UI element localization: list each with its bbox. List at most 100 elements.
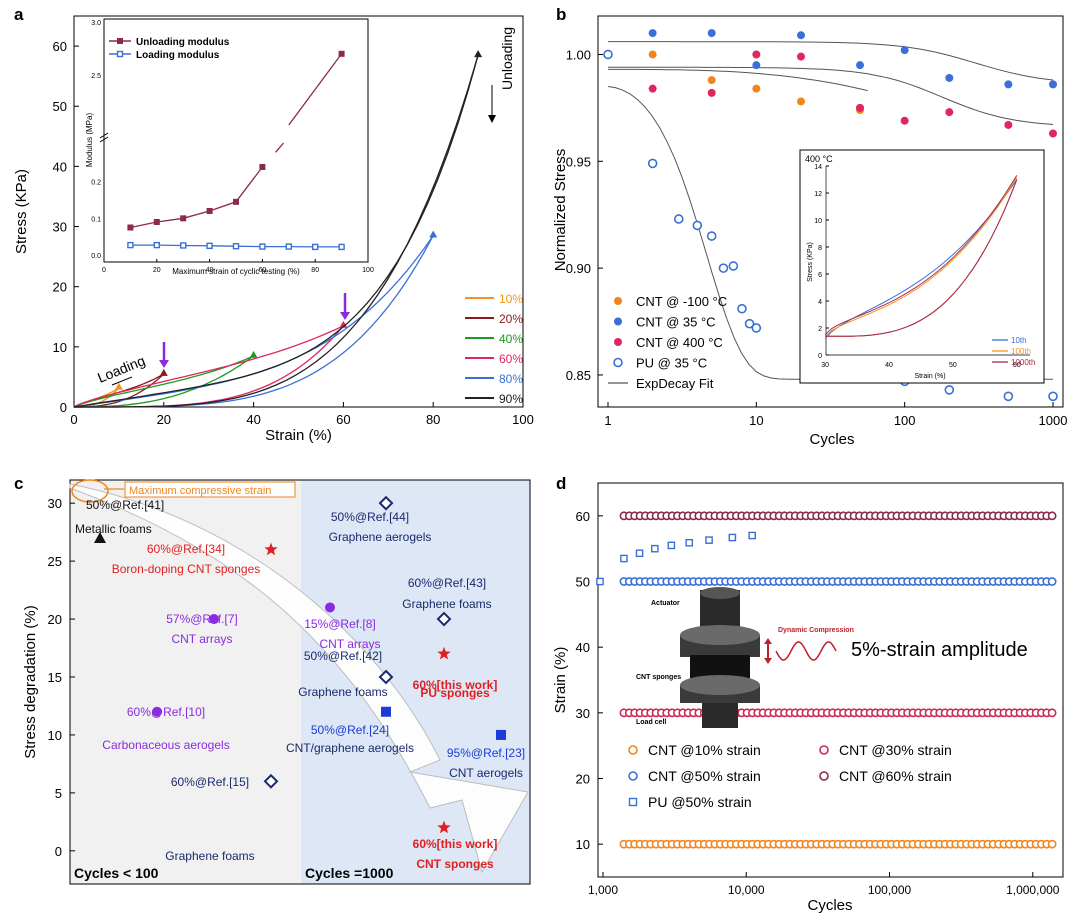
inset-y-tick-label-b: 2 (818, 326, 822, 333)
legend-label-a: 20% (499, 312, 523, 326)
data-point-b (647, 158, 658, 169)
annotation-box (124, 481, 296, 498)
point-material-label: CNT aerogels (449, 766, 523, 780)
x-tick-label-a: 0 (70, 412, 77, 427)
legend-label-d: CNT @60% strain (839, 768, 952, 784)
data-point-c (378, 669, 394, 685)
unloading-annotation: Unloading (499, 27, 515, 90)
panel-letter-b: b (556, 5, 566, 24)
inset-y-tick-label-b: 6 (818, 272, 822, 279)
inset-legend-marker (117, 38, 123, 44)
legend-label-b: CNT @ -100 °C (636, 294, 727, 309)
point-material-label: Graphene foams (298, 685, 387, 699)
data-point-b (1003, 391, 1014, 402)
y-tick-label-c: 5 (55, 786, 62, 801)
point-material-label: CNT arrays (171, 632, 232, 646)
inset-x-tick-label: 80 (311, 267, 319, 274)
inset-marker (338, 50, 345, 57)
legend-label-a: 90% (499, 392, 523, 406)
amplitude-text: 5%-strain amplitude (851, 639, 1028, 661)
inset-y-tick-label: 0.2 (91, 180, 101, 187)
panel-a: a 0 20 40 60 80 100 0 10 20 30 40 50 60 Strain (%) Stre… (13, 5, 534, 444)
legend-marker-d (819, 771, 829, 781)
data-point-b (648, 50, 657, 59)
y-tick-label-a: 40 (53, 159, 67, 174)
point-ref-label: 95%@Ref.[23] (447, 746, 525, 760)
data-point-b (752, 84, 761, 93)
point-ref-label: 60%@Ref.[43] (408, 576, 486, 590)
plot-frame-b (597, 15, 1064, 408)
data-point-pu (667, 541, 676, 550)
inset-marker (259, 243, 266, 250)
data-point-b (856, 103, 865, 112)
inset-x-tick-label-b: 50 (949, 362, 957, 369)
y-axis-label-c: Stress degradation (%) (22, 605, 39, 758)
data-point-b (1049, 129, 1057, 138)
inset-x-tick-label: 60 (259, 267, 267, 274)
panel-letter-a: a (14, 5, 24, 24)
load-cell-label: Load cell (636, 719, 666, 726)
peak-marker-40% (249, 350, 258, 358)
legend-label-d: CNT @50% strain (648, 768, 761, 784)
data-point-pu (748, 531, 756, 540)
point-ref-label: 50%@Ref.[42] (304, 649, 382, 663)
inset-marker (127, 241, 134, 249)
data-point-c (381, 706, 391, 717)
y-axis-label-d: Strain (%) (552, 647, 569, 714)
inset-x-tick-label: 0 (102, 267, 106, 274)
x-axis-label-a: Strain (%) (265, 427, 332, 444)
inset-line-unloading (130, 166, 263, 229)
inset-marker (127, 224, 134, 231)
point-ref-label: 60%[this work] (413, 837, 498, 851)
inset-marker (232, 242, 240, 250)
curve-unloading-90% (74, 54, 479, 408)
data-point-d (1047, 839, 1057, 849)
y-axis-label-a: Stress (KPa) (13, 169, 30, 254)
purple-arrowhead (340, 312, 350, 320)
inset-y-axis-label: Modulus (MPa) (85, 113, 94, 168)
amplitude-arrow-bottom (764, 658, 772, 664)
inset-axis-break (99, 132, 109, 139)
point-material-label: CNT arrays (319, 637, 380, 651)
legend-label-d: CNT @10% strain (648, 742, 761, 758)
panel-letter-c: c (14, 474, 23, 493)
data-point-b (944, 385, 955, 395)
y-tick-label-d: 20 (576, 772, 590, 787)
actuator-top (700, 587, 740, 599)
y-tick-label-a: 50 (53, 99, 67, 114)
inset-y-axis-label-b: Stress (KPa) (807, 242, 814, 282)
y-tick-label-c: 0 (55, 844, 62, 859)
inset-frame-a (103, 18, 369, 263)
region-label-high: Cycles =1000 (305, 865, 394, 881)
data-point-b (707, 88, 716, 97)
data-point-pu (705, 536, 713, 544)
data-point-b (796, 52, 805, 61)
inset-x-tick-label: 20 (153, 267, 161, 274)
point-ref-label: 50%@Ref.[44] (331, 510, 409, 524)
loading-arrow (111, 376, 133, 386)
inset-y-tick-label: 0.1 (91, 216, 101, 223)
y-tick-label-d: 50 (576, 575, 590, 590)
inset-y-tick-label-b: 12 (814, 191, 822, 198)
data-point-c (264, 542, 278, 556)
data-point-b (648, 29, 657, 38)
point-material-label: CNT sponges (416, 857, 494, 871)
point-ref-label: 60%@Ref.[34] (147, 542, 225, 556)
y-tick-label-b: 0.95 (566, 154, 591, 169)
inset-line-unloading (288, 53, 343, 126)
point-material-label: CNT/graphene aerogels (286, 741, 414, 755)
inset-marker (153, 241, 161, 249)
data-point-pu (685, 538, 694, 547)
data-point-b (706, 231, 717, 241)
inset-legend-marker (116, 50, 124, 58)
inset-marker (312, 243, 319, 251)
y-tick-label-b: 0.85 (566, 368, 591, 383)
inset-marker (206, 242, 213, 250)
plot-frame-c (69, 479, 531, 885)
loading-annotation: Loading (95, 352, 147, 386)
inset-hysteresis-loading (824, 175, 1018, 336)
sine-wave (775, 641, 837, 661)
inset-frame-b (799, 149, 1045, 384)
data-point-b (744, 318, 755, 329)
inset-hysteresis-unloading (825, 179, 1018, 337)
